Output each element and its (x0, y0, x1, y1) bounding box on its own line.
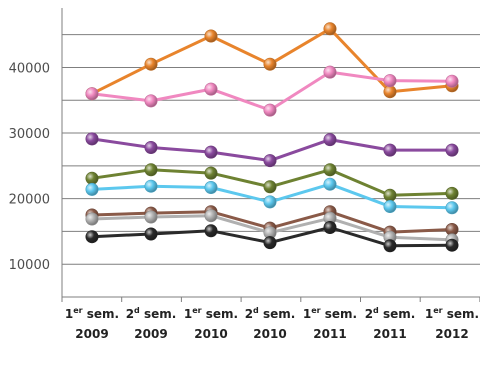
data-point (204, 224, 218, 238)
data-point (263, 103, 277, 117)
axes (61, 8, 480, 302)
x-tick-label: 1er sem. (184, 306, 238, 321)
data-point (383, 143, 397, 157)
series-4 (85, 163, 459, 202)
y-tick-label: 30000 (9, 127, 50, 142)
x-tick-label: 1er sem. (65, 306, 119, 321)
data-point (204, 166, 218, 180)
data-point (144, 163, 158, 177)
series-3 (85, 132, 459, 168)
series-8 (85, 221, 459, 253)
x-tick-label-year: 2009 (75, 327, 108, 341)
series-7 (85, 209, 459, 247)
series-2 (85, 65, 459, 117)
data-point (144, 141, 158, 155)
x-tick-label: 1er sem. (425, 306, 479, 321)
data-point (383, 74, 397, 88)
data-point (85, 230, 99, 244)
data-point (144, 57, 158, 71)
x-tick-label: 2d sem. (365, 306, 416, 321)
y-tick-label: 20000 (9, 193, 50, 208)
data-point (383, 239, 397, 253)
data-point (144, 179, 158, 193)
data-point (85, 182, 99, 196)
x-tick-label-year: 2011 (313, 327, 346, 341)
data-point (383, 200, 397, 214)
data-point (445, 143, 459, 157)
data-point (263, 236, 277, 250)
data-point (323, 65, 337, 79)
data-point (204, 181, 218, 195)
data-point (263, 154, 277, 168)
data-point (445, 74, 459, 88)
data-point (85, 212, 99, 226)
data-point (383, 85, 397, 99)
data-point (323, 22, 337, 36)
data-point (85, 171, 99, 185)
data-point (323, 163, 337, 177)
data-point (323, 133, 337, 147)
data-point (144, 210, 158, 224)
data-point (144, 227, 158, 241)
data-point (263, 195, 277, 209)
data-point (85, 87, 99, 101)
data-point (445, 238, 459, 252)
data-point (263, 57, 277, 71)
x-tick-label-year: 2010 (194, 327, 227, 341)
data-point (204, 29, 218, 43)
x-tick-label: 1er sem. (303, 306, 357, 321)
data-point (383, 188, 397, 202)
x-tick-label: 2d sem. (126, 306, 177, 321)
series-5 (85, 177, 459, 215)
data-point (445, 201, 459, 215)
data-point (204, 82, 218, 96)
x-tick-label-year: 2010 (253, 327, 286, 341)
data-point (204, 145, 218, 159)
x-tick-label-year: 2011 (373, 327, 406, 341)
y-tick-label: 40000 (9, 61, 50, 76)
data-point (445, 186, 459, 200)
y-tick-label: 10000 (9, 258, 50, 273)
x-tick-label-year: 2009 (134, 327, 167, 341)
x-tick-label: 2d sem. (245, 306, 296, 321)
x-tick-label-year: 2012 (435, 327, 468, 341)
series-layer (85, 22, 459, 253)
data-point (85, 132, 99, 146)
y-tick-labels: 10000 20000 30000 40000 (9, 61, 50, 273)
data-point (263, 180, 277, 194)
data-point (323, 221, 337, 235)
data-point (204, 209, 218, 223)
data-point (323, 177, 337, 191)
data-point (144, 94, 158, 108)
x-tick-labels: 1er sem. 2009 2d sem. 2009 1er sem. 2010 2d se… (65, 306, 479, 341)
